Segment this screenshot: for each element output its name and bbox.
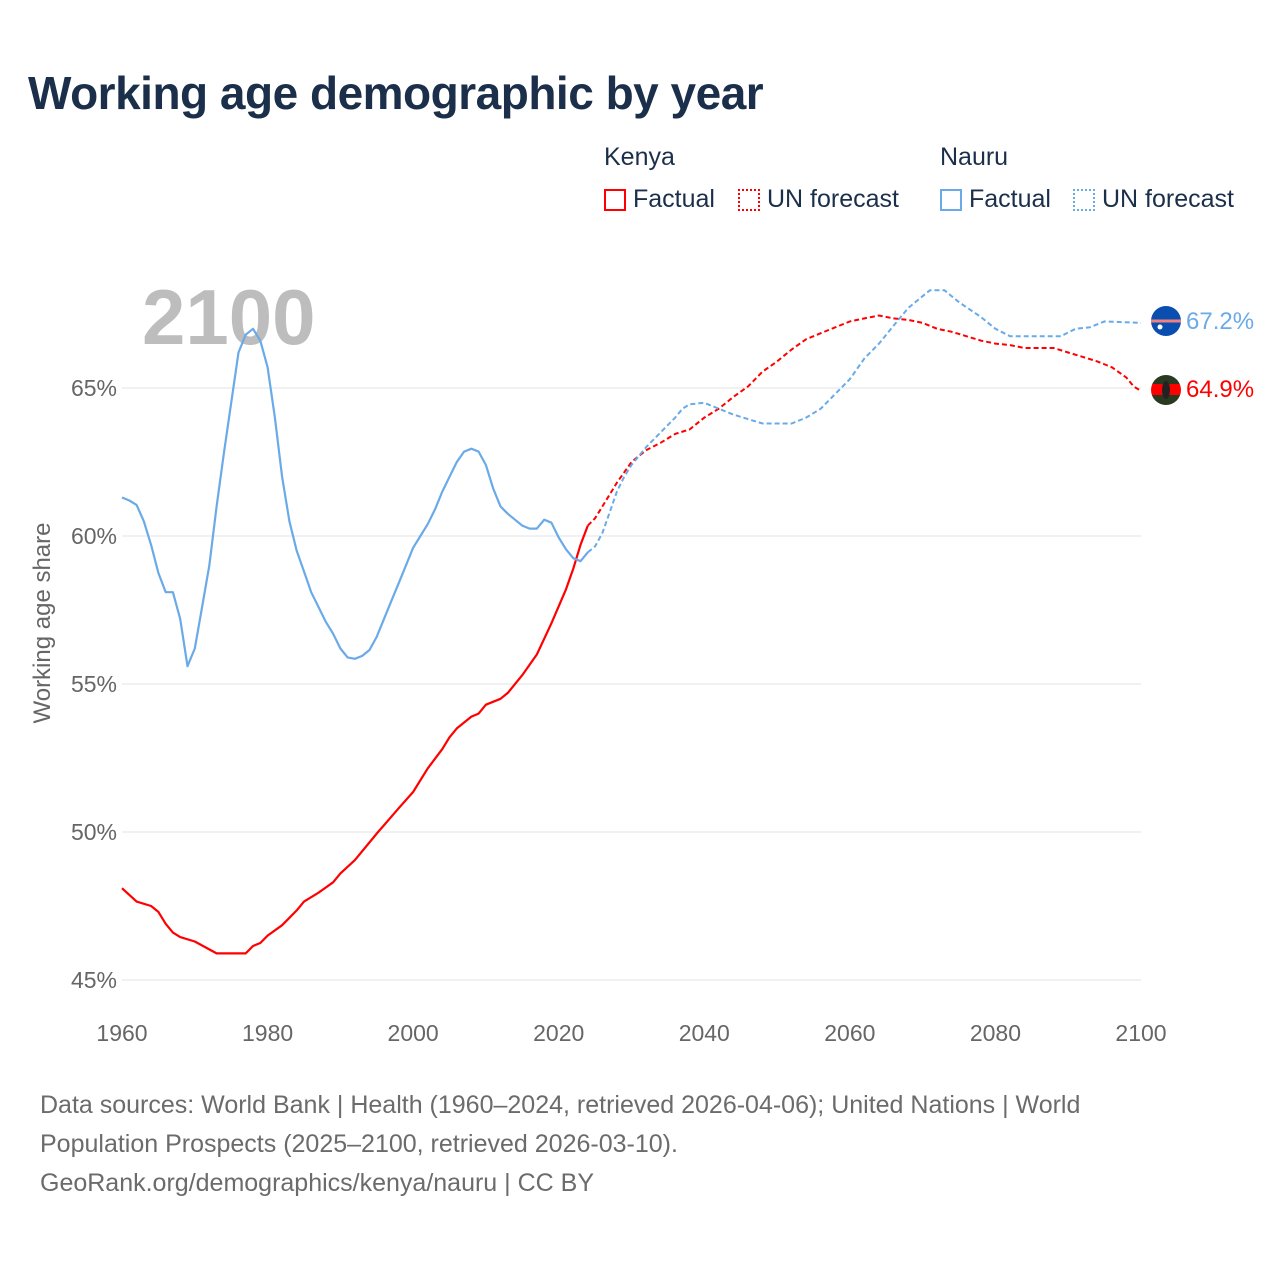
year-watermark: 2100 — [142, 273, 316, 361]
legend-nauru-forecast[interactable]: UN forecast — [1073, 185, 1234, 214]
footer: Data sources: World Bank | Health (1960–… — [40, 1086, 1080, 1203]
x-tick-label: 1960 — [96, 1020, 147, 1046]
legend-swatch-solid — [604, 188, 626, 211]
x-tick-label: 2080 — [970, 1020, 1021, 1046]
legend-swatch-dotted — [738, 188, 760, 211]
legend-label: UN forecast — [1102, 185, 1234, 213]
kenya-forecast-line — [587, 314, 1142, 527]
nauru-forecast-line — [587, 289, 1142, 554]
legend-kenya-forecast[interactable]: UN forecast — [738, 185, 899, 214]
y-tick-label: 60% — [71, 523, 117, 549]
legend-label: UN forecast — [767, 185, 899, 213]
y-tick-label: 50% — [71, 819, 117, 845]
x-tick-label: 2040 — [679, 1020, 730, 1046]
y-tick-label: 55% — [71, 671, 117, 697]
x-tick-label: 2100 — [1115, 1020, 1166, 1046]
x-tick-label: 2060 — [824, 1020, 875, 1046]
kenya-flag-icon — [1151, 375, 1181, 405]
legend-group-kenya: Kenya — [604, 143, 675, 171]
x-tick-label: 2020 — [533, 1020, 584, 1046]
y-axis-label: Working age share — [29, 523, 56, 724]
kenya-end-label: 64.9% — [1186, 376, 1254, 403]
x-tick-label: 1980 — [242, 1020, 293, 1046]
nauru-flag-icon — [1151, 306, 1181, 336]
attribution-link[interactable]: GeoRank.org/demographics/kenya/nauru | C… — [40, 1169, 595, 1197]
source-line: Data sources: World Bank | Health (1960–… — [40, 1091, 1081, 1119]
y-tick-label: 45% — [71, 967, 117, 993]
legend-swatch-dotted — [1073, 188, 1095, 211]
kenya-factual-line — [121, 525, 589, 955]
legend-label: Factual — [969, 185, 1051, 213]
chart-title: Working age demographic by year — [28, 67, 764, 119]
legend-nauru-factual[interactable]: Factual — [940, 185, 1051, 214]
nauru-end-label: 67.2% — [1186, 308, 1254, 335]
y-tick-label: 65% — [71, 375, 117, 401]
nauru-factual-line — [121, 327, 589, 668]
source-line: Population Prospects (2025–2100, retriev… — [40, 1130, 678, 1158]
legend-group-nauru: Nauru — [940, 143, 1009, 171]
legend-swatch-solid — [940, 188, 962, 211]
x-tick-label: 2000 — [388, 1020, 439, 1046]
legend-kenya-factual[interactable]: Factual — [604, 185, 715, 214]
legend-label: Factual — [633, 185, 715, 213]
